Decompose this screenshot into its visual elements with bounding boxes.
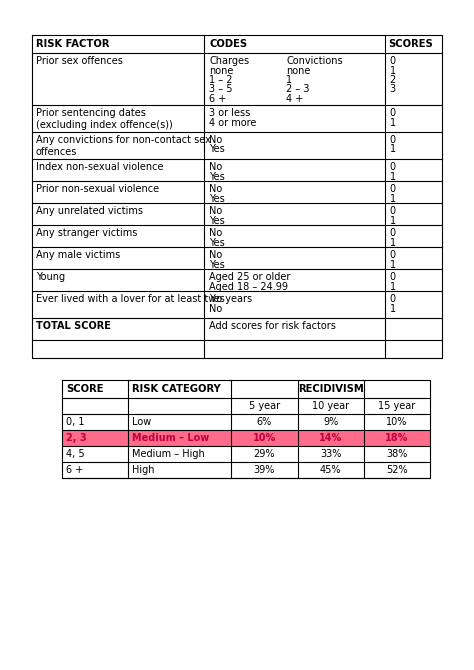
Bar (62, 430, 128, 446)
Text: 0: 0 (390, 108, 396, 118)
Text: SCORE: SCORE (66, 384, 103, 394)
Text: none: none (209, 66, 234, 76)
Text: 1: 1 (390, 194, 396, 204)
Text: 15 year: 15 year (378, 401, 416, 411)
Bar (128, 430, 231, 446)
Text: Any male victims: Any male victims (36, 250, 120, 260)
Text: Yes: Yes (209, 216, 225, 226)
Text: 0: 0 (390, 135, 396, 145)
Text: Aged 18 – 24.99: Aged 18 – 24.99 (209, 281, 288, 291)
Text: 0: 0 (390, 206, 396, 216)
Text: 1: 1 (390, 172, 396, 182)
Text: Any stranger victims: Any stranger victims (36, 228, 137, 238)
Text: 18%: 18% (385, 433, 409, 443)
Text: 38%: 38% (386, 449, 408, 459)
Text: No: No (209, 135, 222, 145)
Text: Yes: Yes (209, 194, 225, 204)
Text: 52%: 52% (386, 465, 408, 475)
Text: Medium – High: Medium – High (132, 449, 205, 459)
Text: Yes: Yes (209, 294, 225, 304)
Text: No: No (209, 184, 222, 194)
Text: Convictions: Convictions (286, 56, 343, 66)
Text: 3 – 5: 3 – 5 (209, 84, 233, 94)
Text: 0: 0 (390, 56, 396, 66)
Text: 1: 1 (390, 117, 396, 127)
Text: No: No (209, 162, 222, 172)
Text: No: No (209, 250, 222, 260)
Text: High: High (132, 465, 155, 475)
Text: Yes: Yes (209, 237, 225, 247)
Text: 6 +: 6 + (209, 94, 227, 104)
Text: 0: 0 (390, 162, 396, 172)
Text: 0, 1: 0, 1 (66, 417, 84, 427)
Text: 4 +: 4 + (286, 94, 303, 104)
Text: 1: 1 (286, 75, 292, 85)
Text: 0: 0 (390, 250, 396, 260)
Text: TOTAL SCORE: TOTAL SCORE (36, 321, 111, 331)
Text: 10%: 10% (386, 417, 408, 427)
Text: 33%: 33% (320, 449, 341, 459)
Text: 0: 0 (390, 184, 396, 194)
Text: 2, 3: 2, 3 (66, 433, 87, 443)
Text: 0: 0 (390, 272, 396, 282)
Text: 14%: 14% (319, 433, 342, 443)
Text: 1: 1 (390, 304, 396, 314)
Text: Prior non-sexual violence: Prior non-sexual violence (36, 184, 159, 194)
Text: 3: 3 (390, 84, 396, 94)
Text: RECIDIVISM: RECIDIVISM (298, 384, 364, 394)
Text: Any unrelated victims: Any unrelated victims (36, 206, 143, 216)
Text: Prior sentencing dates
(excluding index offence(s)): Prior sentencing dates (excluding index … (36, 108, 173, 129)
Text: 10 year: 10 year (312, 401, 349, 411)
Text: Medium – Low: Medium – Low (132, 433, 210, 443)
Text: Add scores for risk factors: Add scores for risk factors (209, 321, 336, 331)
Text: 1: 1 (390, 66, 396, 76)
Text: 1: 1 (390, 216, 396, 226)
Text: Yes: Yes (209, 259, 225, 269)
Text: none: none (286, 66, 310, 76)
Text: Any convictions for non-contact sex
offences: Any convictions for non-contact sex offe… (36, 135, 211, 157)
Text: No: No (209, 206, 222, 216)
Text: 1 – 2: 1 – 2 (209, 75, 233, 85)
Text: RISK FACTOR: RISK FACTOR (36, 39, 109, 49)
Text: 0: 0 (390, 228, 396, 238)
Text: RISK CATEGORY: RISK CATEGORY (132, 384, 221, 394)
Text: 2: 2 (390, 75, 396, 85)
Text: 6 +: 6 + (66, 465, 83, 475)
Text: Prior sex offences: Prior sex offences (36, 56, 123, 66)
Bar (364, 430, 430, 446)
Text: Low: Low (132, 417, 152, 427)
Text: No: No (209, 228, 222, 238)
Text: 4 or more: 4 or more (209, 117, 256, 127)
Text: 1: 1 (390, 259, 396, 269)
Text: Ever lived with a lover for at least two years: Ever lived with a lover for at least two… (36, 294, 252, 304)
Text: 0: 0 (390, 294, 396, 304)
Bar (231, 430, 298, 446)
Text: CODES: CODES (209, 39, 247, 49)
Text: Aged 25 or older: Aged 25 or older (209, 272, 291, 282)
Text: 1: 1 (390, 281, 396, 291)
Text: No: No (209, 304, 222, 314)
Text: 39%: 39% (254, 465, 275, 475)
Text: 4, 5: 4, 5 (66, 449, 85, 459)
Text: Charges: Charges (209, 56, 249, 66)
Text: Index non-sexual violence: Index non-sexual violence (36, 162, 164, 172)
Text: 1: 1 (390, 145, 396, 155)
Text: 1: 1 (390, 237, 396, 247)
Text: Yes: Yes (209, 172, 225, 182)
Text: 29%: 29% (254, 449, 275, 459)
Text: 5 year: 5 year (249, 401, 280, 411)
Text: 6%: 6% (257, 417, 272, 427)
Bar (298, 430, 364, 446)
Text: 3 or less: 3 or less (209, 108, 250, 118)
Text: 9%: 9% (323, 417, 338, 427)
Text: Yes: Yes (209, 145, 225, 155)
Text: 45%: 45% (320, 465, 341, 475)
Text: SCORES: SCORES (389, 39, 433, 49)
Text: 2 – 3: 2 – 3 (286, 84, 310, 94)
Text: Young: Young (36, 272, 65, 282)
Text: 10%: 10% (253, 433, 276, 443)
